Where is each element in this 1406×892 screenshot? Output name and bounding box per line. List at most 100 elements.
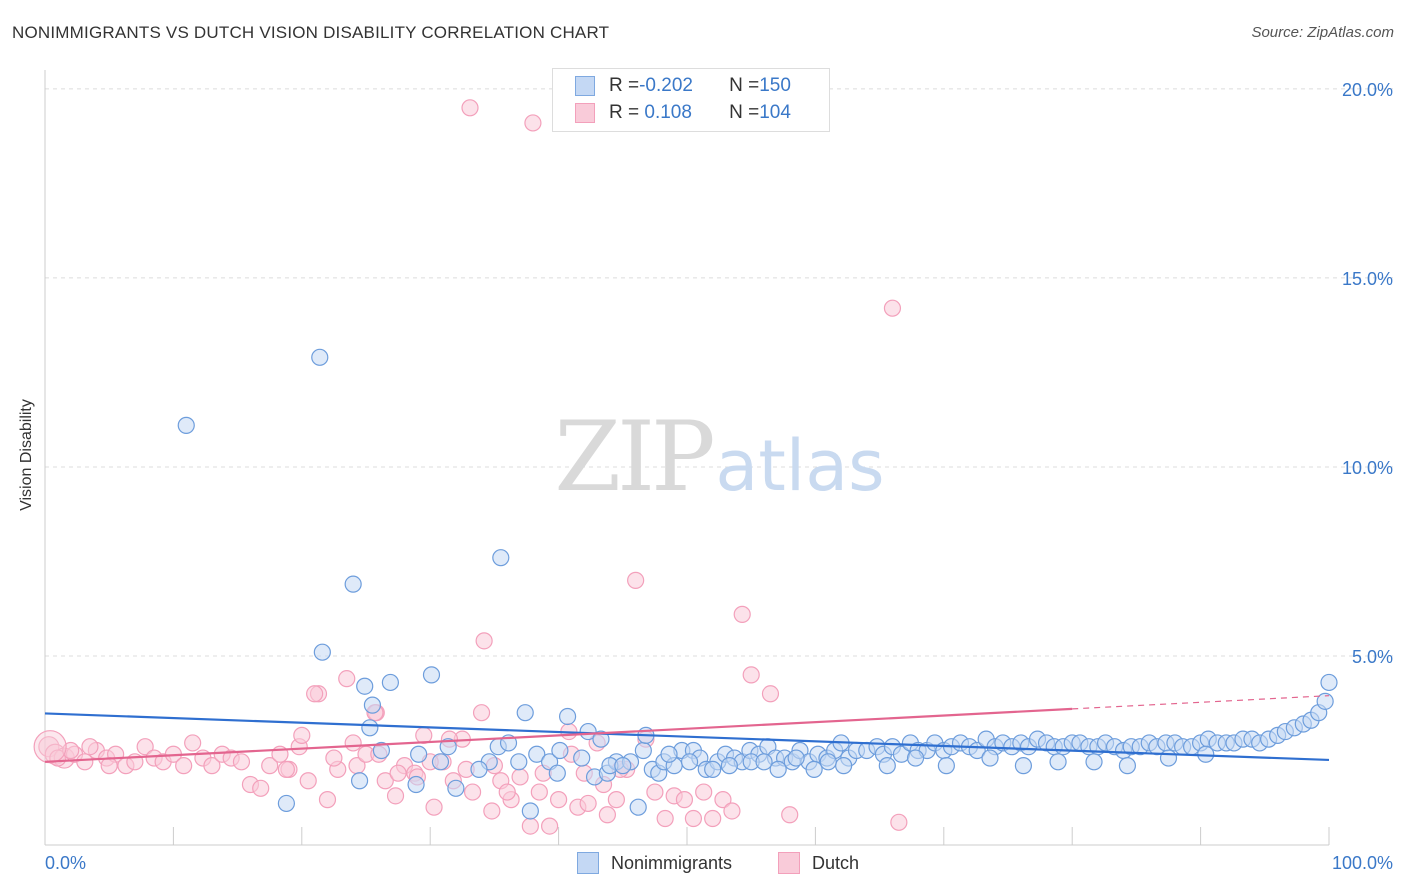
dutch-point <box>883 299 902 317</box>
nonimmigrants-point <box>1159 749 1178 767</box>
dutch-point <box>530 783 548 801</box>
nonimmigrants-point <box>422 666 441 684</box>
axes <box>44 70 1330 846</box>
watermark-zip: ZIP <box>554 401 713 513</box>
nonimmigrants-point <box>410 745 428 763</box>
nonimmigrants-point <box>350 772 369 790</box>
dutch-point <box>675 791 694 809</box>
nonimmigrants-point <box>558 707 577 726</box>
dutch-point <box>306 685 324 703</box>
dutch-point <box>175 757 193 775</box>
n-label: N = <box>729 75 760 96</box>
nonimmigrants-point <box>1085 753 1103 771</box>
nonimmigrants-point <box>548 764 566 782</box>
nonimmigrants-point <box>1049 753 1067 771</box>
dutch-point <box>472 704 491 722</box>
dutch-point <box>714 791 732 809</box>
nonimmigrants-point <box>805 760 823 778</box>
dutch-point <box>318 791 337 809</box>
r-label: R = <box>609 102 640 123</box>
x-tick-label: 0.0% <box>45 853 86 873</box>
dutch-point <box>33 730 67 764</box>
nonimmigrants-point <box>372 741 391 760</box>
grid-lines <box>45 88 1394 657</box>
correlation-legend: R = -0.202 N = 150 R = 0.108 N = 104 <box>552 68 830 132</box>
watermark-atlas: atlas <box>715 425 884 507</box>
dutch-point <box>386 787 405 805</box>
dutch-point <box>338 670 356 688</box>
dutch-point <box>549 791 568 809</box>
legend-label: Dutch <box>812 852 860 873</box>
dutch-point <box>656 809 674 828</box>
dutch-point <box>890 813 908 831</box>
dutch-point <box>261 757 279 775</box>
dutch-point <box>579 794 597 813</box>
series-legend: Nonimmigrants Dutch <box>0 852 1406 876</box>
dutch-point <box>252 779 270 797</box>
nonimmigrants-point <box>439 738 457 756</box>
dutch-point <box>761 685 780 703</box>
nonimmigrants-point <box>344 575 362 593</box>
dutch-point <box>781 806 799 824</box>
y-tick-label: 10.0% <box>1342 458 1393 478</box>
nonimmigrants-point <box>592 730 610 748</box>
y-tick-label: 15.0% <box>1342 269 1393 289</box>
dutch-point <box>461 99 479 117</box>
n-value: 104 <box>759 102 791 123</box>
nonimmigrants-point <box>660 745 678 763</box>
nonimmigrants-point <box>1014 757 1033 775</box>
dutch-point <box>627 571 645 589</box>
nonimmigrants-point <box>510 753 528 771</box>
nonimmigrants-point <box>878 757 896 775</box>
nonimmigrants-point <box>407 775 425 794</box>
dutch-point <box>475 632 493 650</box>
nonimmigrants-point <box>769 760 787 778</box>
nonimmigrants-point <box>313 643 331 661</box>
dutch-point <box>389 764 407 782</box>
nonimmigrants-point <box>629 798 647 816</box>
nonimmigrants-point <box>516 704 534 722</box>
nonimmigrants-point <box>937 757 955 775</box>
dutch-point <box>704 809 722 828</box>
nonimmigrants-point <box>431 753 450 771</box>
dutch-point <box>695 783 713 801</box>
dutch-point <box>483 802 501 820</box>
dutch-point <box>203 757 221 775</box>
nonimmigrants-point <box>614 757 632 775</box>
nonimmigrants-point <box>447 779 465 797</box>
nonimmigrants-point <box>361 719 379 737</box>
nonimmigrants-point <box>363 696 382 714</box>
dutch-point <box>232 753 251 771</box>
nonimmigrants-legend-swatch <box>577 852 599 874</box>
legend-row-dutch: R = 0.108 N = 104 <box>575 100 791 126</box>
dutch-point <box>325 749 343 767</box>
dutch-point <box>344 734 362 752</box>
legend-item-nonimmigrants: Nonimmigrants <box>577 852 732 874</box>
dutch-point <box>521 817 539 835</box>
r-label: R = <box>609 75 640 96</box>
dutch-point <box>498 783 516 801</box>
dutch-point <box>541 817 559 835</box>
dutch-point <box>136 738 154 756</box>
nonimmigrants-point <box>573 749 591 767</box>
dutch-point <box>607 791 625 809</box>
dutch-point <box>723 802 741 820</box>
dutch-point <box>299 772 317 790</box>
dutch-point <box>684 809 703 828</box>
dutch-trend-line <box>44 707 1073 763</box>
legend-label: Nonimmigrants <box>611 852 733 873</box>
nonimmigrants-point <box>755 753 773 771</box>
nonimmigrants-point <box>819 753 837 771</box>
legend-item-dutch: Dutch <box>778 852 859 874</box>
nonimmigrants-point <box>835 757 853 775</box>
r-value: -0.202 <box>639 75 693 96</box>
dutch-point <box>598 806 616 824</box>
dutch-point <box>733 605 751 623</box>
dutch-point <box>293 726 311 744</box>
tick-labels: 5.0% 10.0% 15.0% 20.0% 0.0% 100.0% <box>45 80 1393 873</box>
dutch-point <box>742 666 760 684</box>
nonimmigrants-point <box>1316 692 1334 710</box>
dutch-legend-swatch <box>778 852 800 874</box>
nonimmigrants-point <box>470 760 488 778</box>
x-tick-label: 100.0% <box>1332 853 1393 873</box>
